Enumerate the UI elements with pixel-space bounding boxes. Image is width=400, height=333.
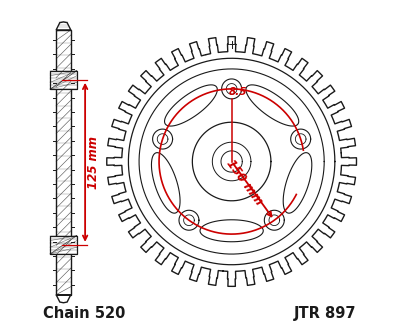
Polygon shape [246, 85, 299, 126]
Polygon shape [164, 85, 217, 126]
Text: 125 mm: 125 mm [87, 136, 100, 189]
Text: Chain 520: Chain 520 [44, 306, 126, 321]
Text: 8.5: 8.5 [229, 87, 248, 97]
Polygon shape [56, 30, 71, 295]
Polygon shape [50, 236, 77, 254]
Text: JTR 897: JTR 897 [294, 306, 356, 321]
Polygon shape [56, 295, 71, 303]
Polygon shape [200, 220, 263, 242]
Text: 150 mm: 150 mm [224, 157, 266, 208]
Polygon shape [50, 71, 77, 89]
Polygon shape [283, 153, 312, 213]
Polygon shape [152, 153, 180, 213]
Polygon shape [56, 22, 71, 30]
